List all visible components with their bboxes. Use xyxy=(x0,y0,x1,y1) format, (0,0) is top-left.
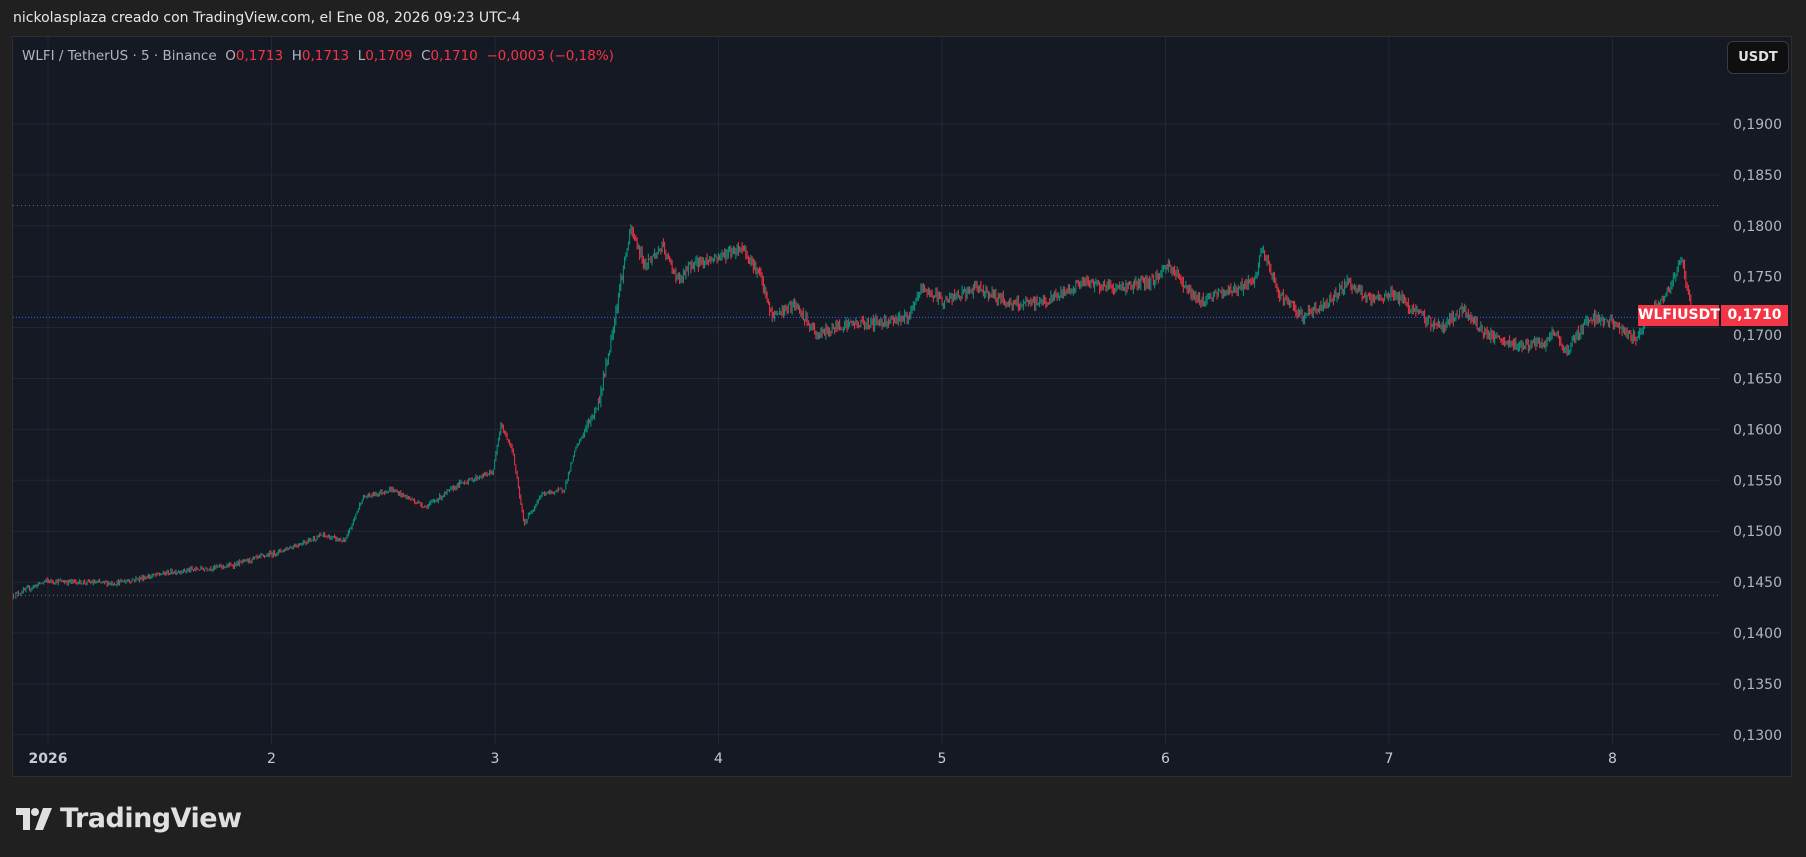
y-tick-label: 0,1450 xyxy=(1733,575,1782,591)
grid xyxy=(13,37,1720,745)
y-tick-label: 0,1500 xyxy=(1733,524,1782,540)
y-tick-label: 0,1550 xyxy=(1733,473,1782,489)
symbol-price-tag: WLFIUSDT xyxy=(1638,305,1720,326)
y-tick-label: 0,1850 xyxy=(1733,168,1782,184)
change-value: −0,0003 (−0,18%) xyxy=(486,48,614,64)
x-tick-label: 2026 xyxy=(29,751,68,767)
y-tick-label: 0,1750 xyxy=(1733,270,1782,286)
symbol-label[interactable]: WLFI / TetherUS · 5 · Binance xyxy=(22,48,217,64)
y-tick-label: 0,1700 xyxy=(1733,328,1782,344)
x-tick-label: 6 xyxy=(1161,751,1170,767)
ohlc-legend: WLFI / TetherUS · 5 · Binance O0,1713 H0… xyxy=(22,48,614,64)
y-tick-label: 0,1800 xyxy=(1733,219,1782,235)
y-tick-label: 0,1900 xyxy=(1733,117,1782,133)
x-tick-label: 3 xyxy=(491,751,500,767)
close-value: 0,1710 xyxy=(430,48,478,64)
open-value: 0,1713 xyxy=(235,48,284,64)
x-tick-label: 5 xyxy=(938,751,947,767)
last-price-tag: 0,1710 xyxy=(1721,305,1788,326)
price-lines xyxy=(13,204,1720,596)
low-label: L xyxy=(357,48,366,64)
x-tick-label: 2 xyxy=(267,751,276,767)
x-tick-label: 7 xyxy=(1385,751,1394,767)
y-tick-label: 0,1350 xyxy=(1733,677,1782,693)
high-value: 0,1713 xyxy=(301,48,350,64)
chart-caption: nickolasplaza creado con TradingView.com… xyxy=(13,10,521,26)
axes: 0,1900 0,1850 0,1800 0,1750 0,1700 0,1650 0,16… xyxy=(29,117,1782,767)
tradingview-logo-icon xyxy=(16,807,52,830)
x-tick-label: 8 xyxy=(1608,751,1617,767)
chart-panel[interactable] xyxy=(12,36,1792,777)
close-label: C xyxy=(421,48,431,64)
low-value: 0,1709 xyxy=(365,48,413,64)
y-tick-label: 0,1600 xyxy=(1733,422,1782,438)
high-label: H xyxy=(291,48,302,64)
x-tick-label: 4 xyxy=(714,751,723,767)
candles xyxy=(12,224,1693,600)
tradingview-logo[interactable]: TradingView xyxy=(16,803,242,834)
logo-text: TradingView xyxy=(60,803,242,834)
open-label: O xyxy=(225,48,236,64)
currency-button[interactable]: USDT xyxy=(1727,41,1789,74)
y-tick-label: 0,1650 xyxy=(1733,372,1782,388)
y-tick-label: 0,1400 xyxy=(1733,626,1782,642)
y-tick-label: 0,1300 xyxy=(1733,728,1782,744)
